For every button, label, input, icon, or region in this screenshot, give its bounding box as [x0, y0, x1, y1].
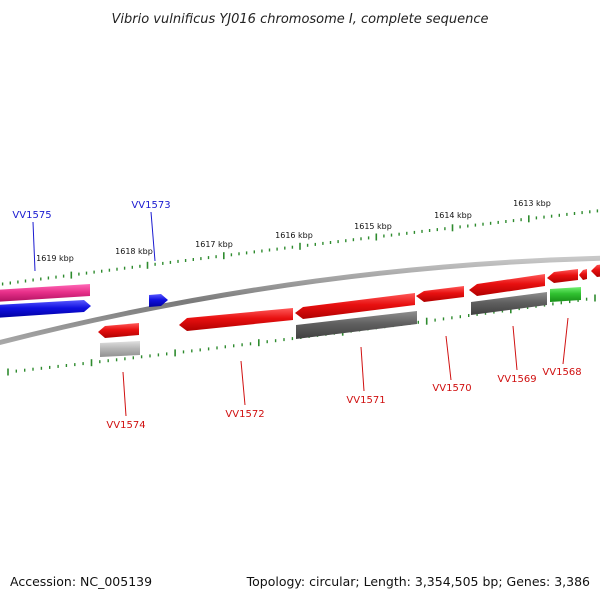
scale-label-1615: 1615 kbp — [354, 222, 392, 231]
gene-label-vv1570[interactable]: VV1570 — [432, 383, 471, 394]
gene-label-vv1575[interactable]: VV1575 — [12, 210, 51, 221]
gene-label-vv1569[interactable]: VV1569 — [497, 374, 536, 385]
light-gray-feature-arrow[interactable] — [100, 341, 140, 357]
gene-label-vv1568[interactable]: VV1568 — [542, 367, 581, 378]
scale-label-1619: 1619 kbp — [36, 254, 74, 263]
scale-label-1617: 1617 kbp — [195, 240, 233, 249]
gene-label-vv1571[interactable]: VV1571 — [346, 395, 385, 406]
gray-feature-arrow-2[interactable] — [471, 292, 547, 315]
pink-feature-arrow[interactable] — [0, 284, 90, 302]
gene-arrow-vv1571[interactable] — [295, 293, 415, 319]
gene-arrow-vv1568[interactable] — [547, 269, 578, 283]
gene-arrow-vv1573[interactable] — [149, 294, 168, 307]
scale-label-1613: 1613 kbp — [513, 199, 551, 208]
scale-label-1616: 1616 kbp — [275, 231, 313, 240]
leader-line-vv1572 — [240, 360, 246, 406]
leader-line-vv1573 — [150, 211, 156, 262]
leader-line-vv1569 — [512, 325, 518, 371]
gray-feature-arrow-1[interactable] — [296, 311, 417, 339]
leader-line-vv1571 — [360, 346, 365, 392]
leader-line-vv1575 — [32, 221, 36, 272]
gene-arrow-vv1569[interactable] — [469, 274, 545, 296]
gene-label-vv1572[interactable]: VV1572 — [225, 409, 264, 420]
leader-line-vv1568 — [562, 317, 569, 365]
gene-arrow-vv1575[interactable] — [0, 300, 91, 318]
green-feature-arrow[interactable] — [550, 287, 581, 302]
accession-text: Accession: NC_005139 — [10, 574, 152, 589]
scale-label-1618: 1618 kbp — [115, 247, 153, 256]
red-gene-arrow-edge[interactable] — [591, 264, 600, 277]
gene-arrow-vv1574[interactable] — [98, 323, 139, 338]
gene-arrow-vv1570[interactable] — [416, 286, 464, 302]
leader-line-vv1570 — [445, 335, 452, 381]
gene-label-vv1573[interactable]: VV1573 — [131, 200, 170, 211]
gene-label-vv1574[interactable]: VV1574 — [106, 420, 145, 431]
map-title: Vibrio vulnificus YJ016 chromosome I, co… — [111, 12, 488, 27]
topology-summary-text: Topology: circular; Length: 3,354,505 bp… — [246, 574, 590, 589]
leader-line-vv1574 — [122, 371, 127, 417]
scale-label-1614: 1614 kbp — [434, 211, 472, 220]
red-gene-arrow-edge-small[interactable] — [579, 269, 587, 280]
gene-arrow-vv1572[interactable] — [179, 308, 293, 331]
scale-ticks-outer — [1, 209, 599, 286]
chromosome-backbone — [0, 255, 600, 346]
